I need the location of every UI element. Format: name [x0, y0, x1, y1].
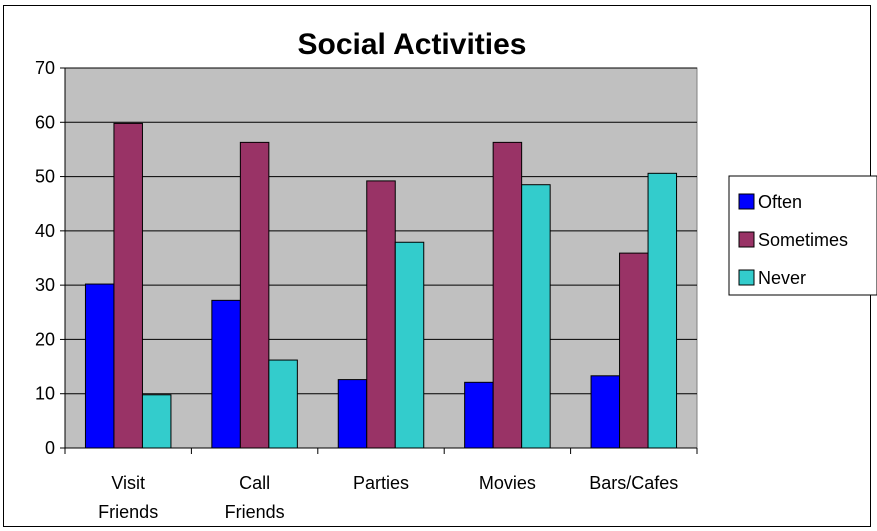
- bar-sometimes-4: [619, 252, 649, 449]
- bar-often-4: [590, 375, 621, 449]
- bar-never-4: [647, 172, 678, 449]
- legend-swatch-sometimes: [738, 231, 755, 248]
- bar-never-0: [141, 394, 172, 449]
- legend-swatch-often: [738, 193, 755, 210]
- x-tick-label: Friends: [98, 502, 158, 522]
- x-tick-label: Movies: [479, 473, 536, 493]
- legend-swatch-never: [738, 269, 755, 286]
- y-tick-label: 20: [35, 329, 55, 349]
- x-tick-label: Call: [239, 473, 270, 493]
- bar-sometimes-1: [239, 141, 270, 449]
- y-tick-label: 50: [35, 167, 55, 187]
- bar-never-1: [268, 359, 298, 449]
- bar-often-2: [337, 379, 368, 449]
- y-tick-label: 0: [45, 438, 55, 458]
- bar-never-2: [394, 241, 425, 449]
- y-tick-label: 70: [35, 58, 55, 78]
- legend-label-never: Never: [758, 268, 806, 288]
- bars: [84, 122, 678, 449]
- x-tick-label: Visit: [111, 473, 145, 493]
- y-tick-label: 40: [35, 221, 55, 241]
- bar-never-3: [521, 184, 551, 449]
- bar-often-1: [211, 299, 241, 449]
- y-tick-label: 10: [35, 384, 55, 404]
- bar-often-0: [84, 283, 115, 449]
- legend-label-sometimes: Sometimes: [758, 230, 848, 250]
- axes: 0 10 20 30 40 50 60 70 Visit Friends Call Friends Pa…: [35, 58, 698, 522]
- x-tick-label: Friends: [225, 502, 285, 522]
- legend-label-often: Often: [758, 192, 802, 212]
- bar-sometimes-3: [492, 141, 523, 449]
- bar-often-3: [464, 381, 494, 449]
- chart-title: Social Activities: [298, 28, 527, 61]
- bar-sometimes-2: [366, 180, 396, 449]
- x-tick-label: Bars/Cafes: [589, 473, 678, 493]
- x-tick-label: Parties: [353, 473, 409, 493]
- y-tick-label: 30: [35, 275, 55, 295]
- legend: Often Sometimes Never: [728, 175, 877, 296]
- bar-sometimes-0: [113, 122, 143, 449]
- y-tick-label: 60: [35, 112, 55, 132]
